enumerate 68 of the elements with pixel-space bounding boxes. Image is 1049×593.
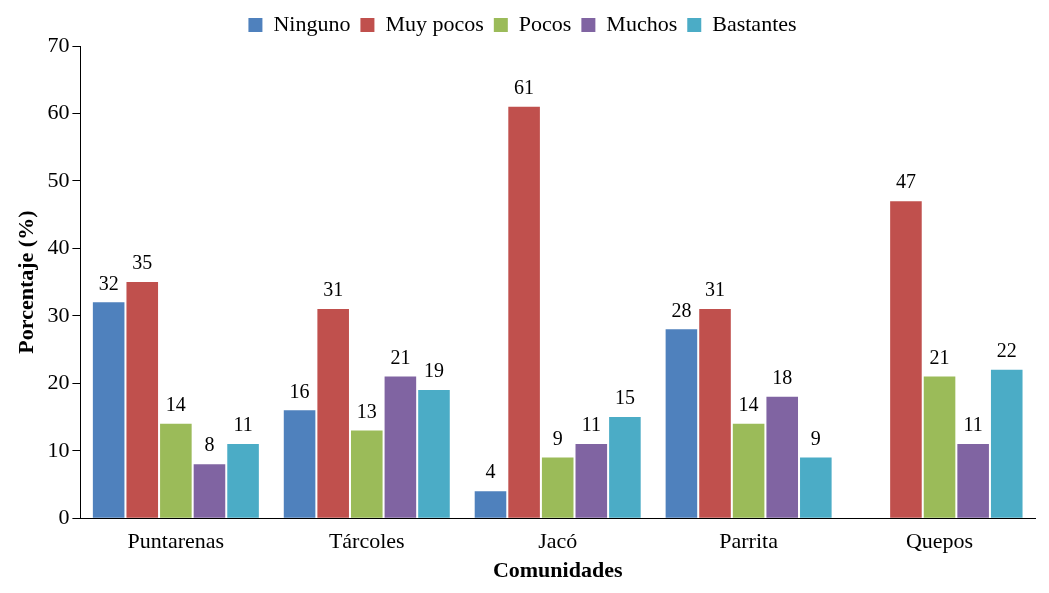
data-label: 19 (423, 359, 444, 382)
data-label: 14 (738, 393, 759, 416)
bar (541, 457, 574, 518)
legend-label: Muchos (606, 10, 678, 36)
bar (766, 396, 799, 518)
bar (957, 444, 989, 518)
data-label: 22 (996, 339, 1017, 362)
data-label: 15 (614, 386, 635, 409)
y-tick-label: 10 (47, 436, 70, 462)
y-axis-title: Porcentaje (%) (12, 210, 38, 354)
data-label: 4 (485, 460, 496, 483)
data-label: 35 (132, 251, 153, 274)
bar (699, 309, 731, 518)
y-tick-label: 70 (47, 31, 70, 57)
bar (317, 309, 349, 518)
bar (160, 423, 192, 518)
x-tick-label: Jacó (538, 528, 578, 554)
data-label: 16 (289, 379, 310, 402)
y-tick-label: 40 (47, 234, 70, 260)
data-label: 11 (233, 413, 253, 436)
y-tick-label: 0 (58, 503, 70, 529)
y-tick-label: 30 (47, 301, 70, 327)
data-label: 8 (204, 433, 215, 456)
y-tick-label: 50 (47, 166, 70, 192)
bar (227, 444, 259, 518)
data-label: 61 (514, 75, 535, 98)
bar (609, 417, 641, 518)
bar (890, 201, 922, 518)
bar (92, 302, 125, 518)
bar (474, 491, 507, 518)
legend-label: Pocos (518, 10, 572, 36)
data-label: 21 (390, 345, 411, 368)
data-label: 11 (581, 413, 601, 436)
x-tick-label: Quepos (905, 528, 974, 554)
x-axis-title: Comunidades (492, 557, 623, 583)
data-label: 31 (705, 278, 726, 301)
bar (350, 430, 383, 518)
legend-label: Bastantes (712, 10, 797, 36)
data-label: 32 (98, 271, 119, 294)
bar (990, 369, 1023, 518)
data-label: 21 (929, 345, 950, 368)
legend-label: Ninguno (273, 10, 351, 36)
x-tick-label: Tárcoles (328, 528, 405, 554)
bar (923, 376, 956, 518)
bar (665, 329, 698, 518)
x-tick-label: Puntarenas (127, 528, 225, 554)
data-label: 47 (895, 170, 916, 193)
y-tick-label: 20 (47, 369, 70, 395)
bar (418, 390, 450, 518)
bar (283, 410, 316, 518)
legend-label: Muy pocos (385, 10, 484, 36)
data-label: 28 (671, 298, 692, 321)
data-label: 31 (323, 278, 344, 301)
bar (800, 457, 832, 518)
y-tick-label: 60 (47, 99, 70, 125)
bar (193, 464, 226, 518)
data-label: 18 (772, 366, 793, 389)
data-label: 11 (963, 413, 983, 436)
bar (575, 444, 608, 518)
bar (732, 423, 765, 518)
x-tick-label: Parrita (719, 528, 779, 554)
bar (126, 282, 159, 518)
data-label: 9 (552, 426, 563, 449)
data-label: 9 (810, 426, 821, 449)
bar (384, 376, 417, 518)
bar (508, 106, 540, 518)
data-label: 14 (165, 393, 186, 416)
data-label: 13 (356, 399, 377, 422)
